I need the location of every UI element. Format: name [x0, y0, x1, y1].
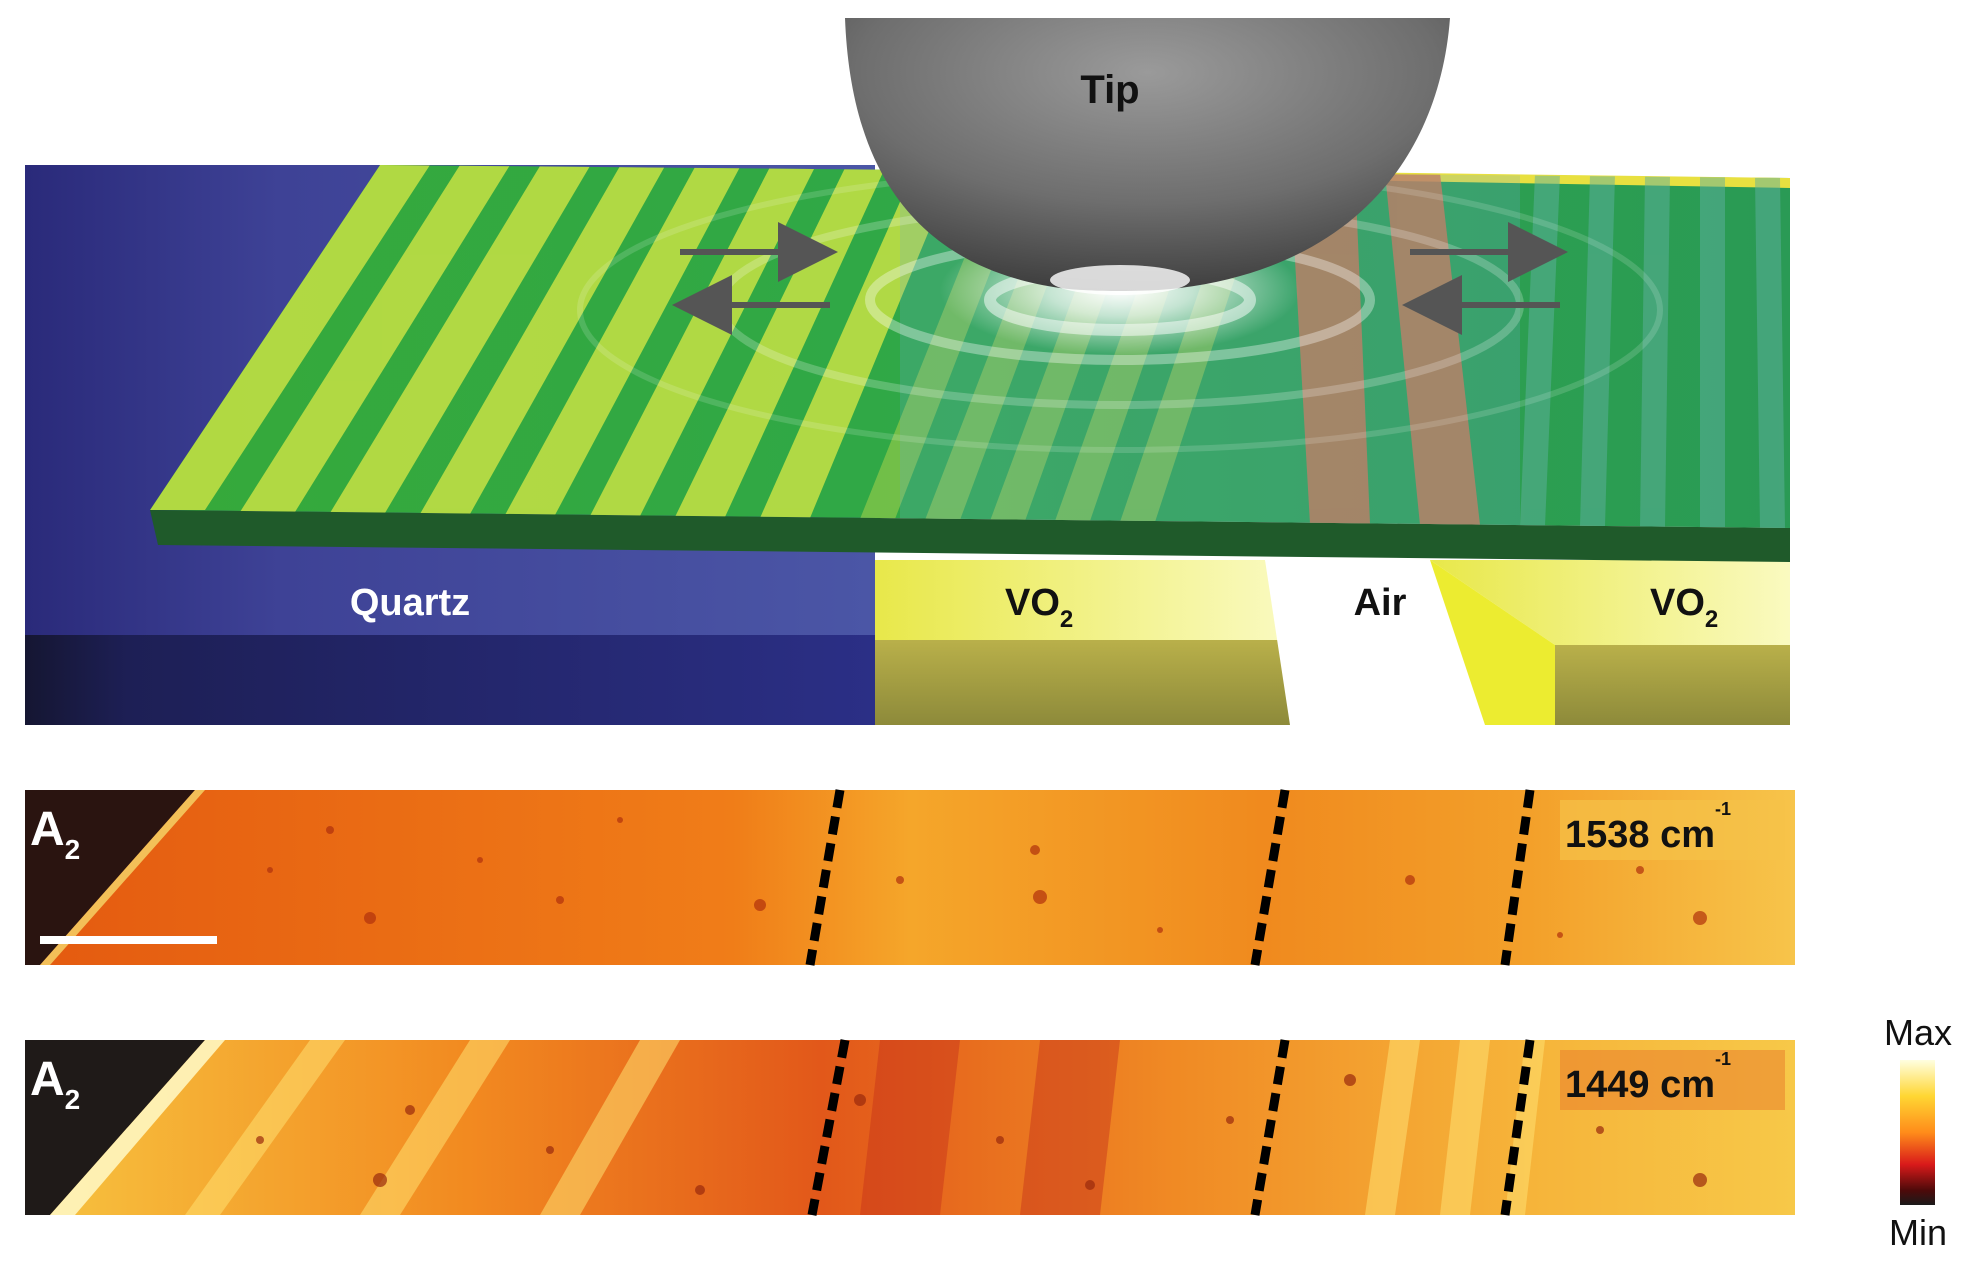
- nearfield-map-b: [25, 790, 1795, 965]
- boundary-c-2: [1250, 1039, 1290, 1216]
- vo2-block-right-side: [1555, 645, 1790, 725]
- wavenumber-b: 1538 cm-1: [1565, 799, 1731, 856]
- afm-tip: [845, 18, 1450, 291]
- wavenumber-c: 1449 cm-1: [1565, 1049, 1731, 1106]
- boundary-b-2: [1250, 789, 1290, 966]
- vo2-block-right: [1430, 560, 1790, 645]
- phase-label-c: A2: [30, 1053, 80, 1115]
- boundary-b-1: [805, 789, 845, 966]
- air-gap: [1265, 560, 1485, 725]
- boundary-c-1: [807, 1039, 850, 1216]
- speckle-b: [267, 817, 1707, 938]
- quartz-label: Quartz: [350, 582, 470, 624]
- air-label: Air: [1354, 582, 1407, 624]
- phase-label-b: A2: [30, 803, 80, 865]
- colorbar-gradient: [1900, 1060, 1935, 1205]
- fringes-c: [185, 1040, 1545, 1215]
- polariton-arrows: [672, 222, 1568, 335]
- tip-label: Tip: [1080, 68, 1139, 112]
- speckle-c: [256, 1074, 1707, 1195]
- colorbar-min-label: Min: [1889, 1212, 1947, 1253]
- vo2-block-left: [875, 560, 1290, 640]
- quartz-side: [25, 635, 875, 725]
- vo2-block-left-side: [875, 640, 1290, 725]
- boundary-b-3: [1500, 789, 1535, 966]
- vo2-label-right: VO2: [1650, 582, 1718, 633]
- panel-b-map: A2 1538 cm-1: [25, 789, 1795, 966]
- panel-a-schematic: Tip Quartz VO2 Air VO2: [25, 18, 1790, 725]
- film-edge: [150, 510, 1790, 562]
- vo2-label-left: VO2: [1005, 582, 1073, 633]
- colorbar-max-label: Max: [1884, 1012, 1952, 1053]
- panel-c-map: A2 1449 cm-1: [25, 1039, 1795, 1216]
- boundary-c-3: [1500, 1039, 1535, 1216]
- colorbar: Max Min: [1884, 1012, 1952, 1253]
